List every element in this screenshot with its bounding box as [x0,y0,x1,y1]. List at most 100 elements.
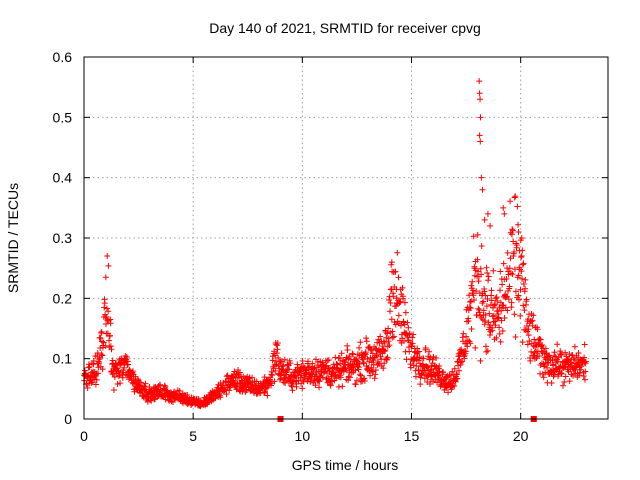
data-point [501,210,508,217]
data-point [498,317,505,324]
data-point [476,78,483,85]
x-tick-label: 15 [404,428,420,444]
data-point [382,347,389,354]
data-point [493,294,500,301]
data-point [278,372,285,379]
data-point [558,370,565,377]
data-point [427,381,434,388]
data-point [353,377,360,384]
data-point [481,288,488,295]
data-point [578,363,585,370]
data-point [518,268,525,275]
data-point [377,333,384,340]
data-point [457,359,464,366]
data-point [316,384,323,391]
data-point [440,368,447,375]
data-point [489,313,496,320]
data-point [406,330,413,337]
data-point [541,363,548,370]
data-point [184,391,191,398]
data-point [536,352,543,359]
data-point [558,370,565,377]
data-point [497,338,504,345]
data-point [582,368,589,375]
data-point [581,354,588,361]
data-point [426,348,433,355]
data-point [268,368,275,375]
data-point [514,203,521,210]
x-tick-label: 0 [80,428,88,444]
data-point [392,268,399,275]
data-point [497,268,504,275]
data-point [394,249,401,256]
data-point [484,270,491,277]
data-point [510,238,517,245]
data-point [259,384,266,391]
data-point [380,347,387,354]
data-point [515,228,522,235]
data-point [562,349,569,356]
data-point [515,221,522,228]
data-point [487,222,494,229]
y-tick-label: 0.2 [53,290,73,306]
data-point [114,367,121,374]
data-point [97,335,104,342]
data-point [467,305,474,312]
data-point [381,348,388,355]
data-point [488,292,495,299]
data-point [253,378,260,385]
data-point [346,353,353,360]
data-point [534,326,541,333]
data-point [315,377,322,384]
data-point [497,287,504,294]
data-point [436,368,443,375]
data-point [494,298,501,305]
data-point [234,383,241,390]
data-point [387,300,394,307]
data-point [505,296,512,303]
data-point [416,360,423,367]
data-point [117,380,124,387]
data-point [305,358,312,365]
data-point [98,328,105,335]
data-point [466,304,473,311]
x-tick-label: 20 [513,428,529,444]
data-point [483,303,490,310]
data-points [81,78,589,410]
data-point [483,348,490,355]
data-point [484,296,491,303]
data-point [309,360,316,367]
data-point [288,383,295,390]
data-point [472,344,479,351]
data-point [224,372,231,379]
data-point [107,343,114,350]
data-point [395,312,402,319]
data-point [476,90,483,97]
data-point [312,382,319,389]
data-point [346,374,353,381]
data-point [473,288,480,295]
data-point [272,367,279,374]
data-point [416,348,423,355]
data-point [520,260,527,267]
data-point [107,320,114,327]
data-point [477,357,484,364]
data-point [499,281,506,288]
data-point [397,298,404,305]
data-point [454,375,461,382]
data-point [356,361,363,368]
data-point [409,340,416,347]
data-point [467,299,474,306]
data-point [460,330,467,337]
data-point [94,349,101,356]
data-point [496,324,503,331]
data-point [571,343,578,350]
data-point [361,378,368,385]
data-point [507,255,514,262]
data-point [103,314,110,321]
data-point [236,369,243,376]
data-point [84,385,91,392]
data-point [557,350,564,357]
data-point [462,348,469,355]
data-point [359,356,366,363]
